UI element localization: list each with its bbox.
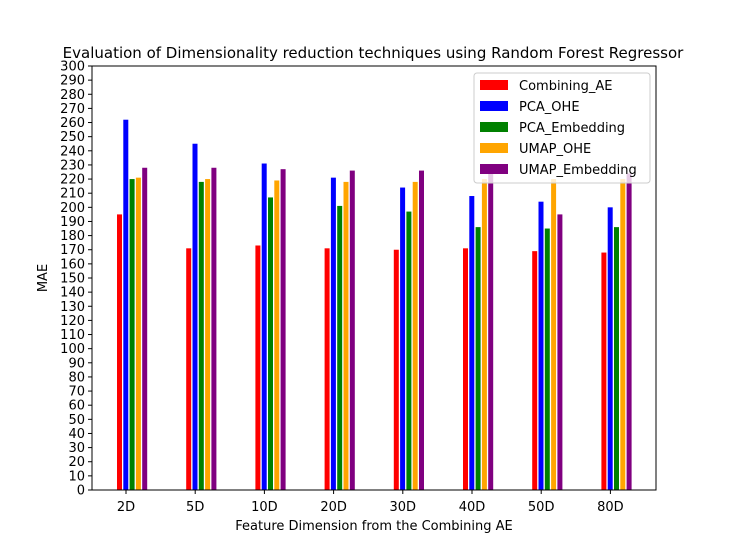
y-tick-label: 70 bbox=[68, 385, 85, 400]
y-tick-label: 190 bbox=[60, 215, 85, 230]
bar-combining-ae-20d bbox=[324, 248, 330, 490]
bar-combining-ae-80d bbox=[601, 252, 607, 490]
bar-pca-embedding-50d bbox=[544, 228, 550, 491]
bar-combining-ae-40d bbox=[463, 248, 468, 490]
bar-combining-ae-10d bbox=[255, 245, 261, 490]
bar-pca-ohe-10d bbox=[261, 163, 267, 490]
bar-pca-embedding-40d bbox=[475, 227, 481, 490]
x-tick-label: 10D bbox=[251, 500, 278, 515]
legend-swatch bbox=[480, 122, 508, 132]
bar-umap-ohe-80d bbox=[620, 179, 626, 491]
y-tick-label: 130 bbox=[60, 300, 85, 315]
y-tick-label: 240 bbox=[60, 144, 85, 159]
y-tick-label: 140 bbox=[60, 286, 85, 301]
bar-combining-ae-30d bbox=[393, 249, 399, 490]
y-axis-label: MAE bbox=[36, 264, 51, 292]
legend: Combining_AE PCA_OHE PCA_Embedding UMAP_OHE… bbox=[473, 72, 651, 184]
bar-pca-ohe-20d bbox=[330, 177, 336, 491]
x-tick-label: 80D bbox=[597, 500, 624, 515]
legend-label: PCA_OHE bbox=[519, 100, 580, 115]
bar-pca-ohe-30d bbox=[400, 187, 406, 490]
bar-umap-embedding-10d bbox=[280, 169, 286, 490]
bar-umap-ohe-50d bbox=[551, 179, 557, 491]
y-tick-label: 210 bbox=[60, 187, 85, 202]
y-tick-label: 200 bbox=[60, 201, 85, 216]
bar-pca-ohe-50d bbox=[538, 201, 544, 490]
y-tick-label: 230 bbox=[60, 158, 85, 173]
x-tick-label: 2D bbox=[117, 500, 135, 515]
y-tick-label: 170 bbox=[60, 243, 85, 258]
bar-pca-embedding-20d bbox=[337, 205, 343, 491]
bar-pca-ohe-80d bbox=[607, 207, 613, 491]
x-tick-label: 40D bbox=[459, 500, 486, 515]
y-tick-label: 160 bbox=[60, 257, 85, 272]
bar-umap-ohe-5d bbox=[205, 179, 211, 491]
bar-pca-embedding-30d bbox=[406, 211, 412, 490]
y-tick-label: 270 bbox=[60, 102, 85, 117]
x-tick-label: 50D bbox=[528, 500, 555, 515]
bar-pca-embedding-80d bbox=[614, 227, 619, 490]
y-tick-label: 260 bbox=[60, 116, 85, 131]
bar-umap-ohe-20d bbox=[343, 181, 349, 491]
y-tick-label: 280 bbox=[60, 88, 85, 103]
y-tick-label: 110 bbox=[60, 328, 85, 343]
y-tick-label: 20 bbox=[68, 455, 85, 470]
bar-umap-embedding-30d bbox=[419, 170, 424, 490]
bar-combining-ae-5d bbox=[186, 248, 192, 490]
y-tick-label: 60 bbox=[68, 399, 85, 414]
x-tick-label: 20D bbox=[320, 500, 347, 515]
y-tick-label: 0 bbox=[77, 484, 85, 499]
bar-combining-ae-2d bbox=[117, 214, 122, 490]
bar-umap-embedding-20d bbox=[349, 170, 355, 490]
legend-label: Combining_AE bbox=[519, 79, 613, 94]
bars-layer bbox=[117, 119, 632, 491]
y-tick-label: 220 bbox=[60, 173, 85, 188]
bar-umap-ohe-40d bbox=[481, 179, 487, 491]
bar-combining-ae-50d bbox=[532, 251, 538, 490]
x-axis: 2D 5D 10D 20D 30D 40D 50D 80D bbox=[117, 490, 624, 515]
legend-swatch bbox=[480, 143, 508, 153]
chart-title: Evaluation of Dimensionality reduction t… bbox=[63, 44, 684, 62]
y-tick-label: 80 bbox=[68, 370, 85, 385]
y-tick-label: 100 bbox=[60, 342, 85, 357]
bar-umap-ohe-30d bbox=[412, 181, 418, 491]
bar-pca-ohe-40d bbox=[469, 196, 475, 490]
legend-swatch bbox=[480, 101, 508, 111]
bar-umap-embedding-40d bbox=[488, 173, 494, 490]
legend-label: UMAP_OHE bbox=[519, 142, 591, 157]
y-tick-label: 40 bbox=[68, 427, 85, 442]
y-tick-label: 290 bbox=[60, 74, 85, 89]
legend-swatch bbox=[480, 80, 508, 90]
bar-umap-ohe-10d bbox=[274, 180, 280, 491]
legend-label: UMAP_Embedding bbox=[519, 163, 637, 178]
x-axis-label: Feature Dimension from the Combining AE bbox=[235, 519, 512, 534]
bar-pca-embedding-5d bbox=[198, 181, 204, 491]
y-tick-label: 90 bbox=[68, 356, 85, 371]
bar-umap-embedding-5d bbox=[211, 167, 217, 490]
y-tick-label: 300 bbox=[60, 60, 85, 75]
bar-pca-embedding-2d bbox=[129, 179, 135, 491]
legend-label: PCA_Embedding bbox=[519, 121, 625, 136]
bar-umap-embedding-50d bbox=[557, 214, 563, 490]
y-tick-label: 10 bbox=[68, 469, 85, 484]
y-tick-label: 150 bbox=[60, 272, 85, 287]
y-tick-label: 120 bbox=[60, 314, 85, 329]
bar-umap-ohe-2d bbox=[135, 177, 141, 491]
legend-swatch bbox=[480, 164, 508, 174]
y-axis: 0102030405060708090100110120130140150160… bbox=[60, 60, 92, 499]
y-tick-label: 180 bbox=[60, 229, 85, 244]
x-tick-label: 5D bbox=[186, 500, 204, 515]
legend-box bbox=[473, 72, 651, 184]
y-tick-label: 250 bbox=[60, 130, 85, 145]
bar-umap-embedding-2d bbox=[142, 167, 148, 490]
y-tick-label: 50 bbox=[68, 413, 85, 428]
bar-pca-ohe-5d bbox=[192, 143, 198, 490]
bar-pca-embedding-10d bbox=[268, 197, 273, 490]
bar-pca-ohe-2d bbox=[123, 119, 129, 490]
bar-umap-embedding-80d bbox=[626, 173, 632, 490]
y-tick-label: 30 bbox=[68, 441, 85, 456]
x-tick-label: 30D bbox=[390, 500, 417, 515]
